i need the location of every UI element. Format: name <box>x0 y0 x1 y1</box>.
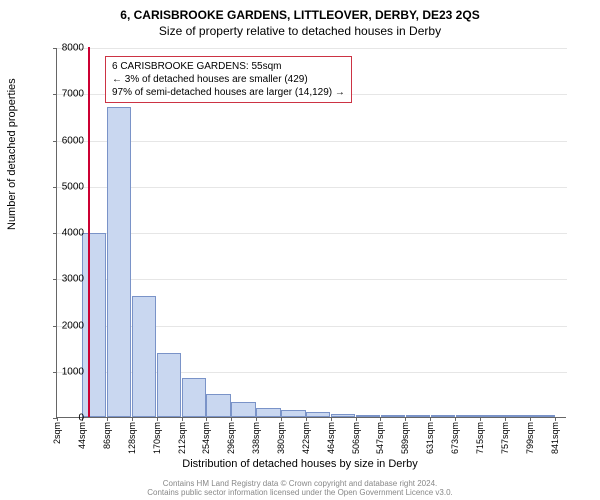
y-axis-label: Number of detached properties <box>6 78 18 230</box>
ytick-label: 7000 <box>44 89 84 100</box>
ytick-label: 3000 <box>44 274 84 285</box>
xtick-mark <box>505 417 506 421</box>
property-marker-line <box>88 47 90 417</box>
xtick-mark <box>480 417 481 421</box>
xtick-mark <box>455 417 456 421</box>
xtick-mark <box>157 417 158 421</box>
histogram-bar <box>381 415 405 417</box>
footer-line-1: Contains HM Land Registry data © Crown c… <box>0 479 600 489</box>
xtick-label: 44sqm <box>77 422 87 449</box>
ytick-label: 6000 <box>44 135 84 146</box>
ytick-label: 8000 <box>44 43 84 54</box>
xtick-label: 212sqm <box>177 422 187 454</box>
callout-box: 6 CARISBROOKE GARDENS: 55sqm← 3% of deta… <box>105 56 352 103</box>
footer-attribution: Contains HM Land Registry data © Crown c… <box>0 479 600 498</box>
xtick-mark <box>555 417 556 421</box>
xtick-label: 547sqm <box>375 422 385 454</box>
ytick-label: 2000 <box>44 320 84 331</box>
histogram-bar <box>231 402 255 417</box>
xtick-mark <box>132 417 133 421</box>
xtick-mark <box>107 417 108 421</box>
xtick-mark <box>356 417 357 421</box>
xtick-mark <box>306 417 307 421</box>
xtick-label: 589sqm <box>400 422 410 454</box>
histogram-bar <box>306 412 330 417</box>
xtick-mark <box>231 417 232 421</box>
chart-title-main: 6, CARISBROOKE GARDENS, LITTLEOVER, DERB… <box>0 0 600 22</box>
histogram-bar <box>107 107 131 417</box>
xtick-mark <box>530 417 531 421</box>
histogram-bar <box>256 408 280 417</box>
gridline <box>57 233 567 234</box>
xtick-mark <box>281 417 282 421</box>
histogram-bar <box>356 415 380 417</box>
ytick-label: 1000 <box>44 366 84 377</box>
xtick-mark <box>430 417 431 421</box>
histogram-bar <box>206 394 230 417</box>
xtick-label: 128sqm <box>127 422 137 454</box>
gridline <box>57 141 567 142</box>
ytick-label: 5000 <box>44 181 84 192</box>
chart-title-sub: Size of property relative to detached ho… <box>0 22 600 38</box>
xtick-mark <box>380 417 381 421</box>
histogram-bar <box>157 353 181 417</box>
ytick-label: 0 <box>44 413 84 424</box>
xtick-label: 799sqm <box>525 422 535 454</box>
xtick-label: 506sqm <box>351 422 361 454</box>
gridline <box>57 48 567 49</box>
xtick-label: 254sqm <box>201 422 211 454</box>
plot-area: 2sqm44sqm86sqm128sqm170sqm212sqm254sqm29… <box>56 48 566 418</box>
histogram-bar <box>182 378 206 417</box>
xtick-label: 464sqm <box>326 422 336 454</box>
xtick-label: 338sqm <box>251 422 261 454</box>
chart-area: 2sqm44sqm86sqm128sqm170sqm212sqm254sqm29… <box>56 48 566 418</box>
histogram-bar <box>281 410 305 417</box>
histogram-bar <box>82 233 106 417</box>
xtick-label: 170sqm <box>152 422 162 454</box>
xtick-label: 631sqm <box>425 422 435 454</box>
xtick-label: 380sqm <box>276 422 286 454</box>
xtick-label: 86sqm <box>102 422 112 449</box>
histogram-bar <box>456 415 480 417</box>
histogram-bar <box>505 415 529 417</box>
xtick-mark <box>206 417 207 421</box>
footer-line-2: Contains public sector information licen… <box>0 488 600 498</box>
callout-line: 6 CARISBROOKE GARDENS: 55sqm <box>112 60 345 73</box>
gridline <box>57 187 567 188</box>
xtick-mark <box>256 417 257 421</box>
x-axis-label: Distribution of detached houses by size … <box>0 458 600 470</box>
xtick-mark <box>331 417 332 421</box>
xtick-label: 422sqm <box>301 422 311 454</box>
histogram-bar <box>132 296 156 417</box>
callout-line: ← 3% of detached houses are smaller (429… <box>112 73 345 86</box>
xtick-mark <box>182 417 183 421</box>
xtick-label: 757sqm <box>500 422 510 454</box>
histogram-bar <box>480 415 504 417</box>
xtick-label: 673sqm <box>450 422 460 454</box>
histogram-bar <box>331 414 355 417</box>
callout-line: 97% of semi-detached houses are larger (… <box>112 86 345 99</box>
histogram-bar <box>406 415 430 417</box>
xtick-label: 2sqm <box>52 422 62 444</box>
xtick-label: 715sqm <box>475 422 485 454</box>
gridline <box>57 279 567 280</box>
xtick-label: 841sqm <box>550 422 560 454</box>
histogram-bar <box>530 415 554 417</box>
histogram-bar <box>431 415 455 417</box>
xtick-mark <box>405 417 406 421</box>
xtick-label: 296sqm <box>226 422 236 454</box>
ytick-label: 4000 <box>44 228 84 239</box>
